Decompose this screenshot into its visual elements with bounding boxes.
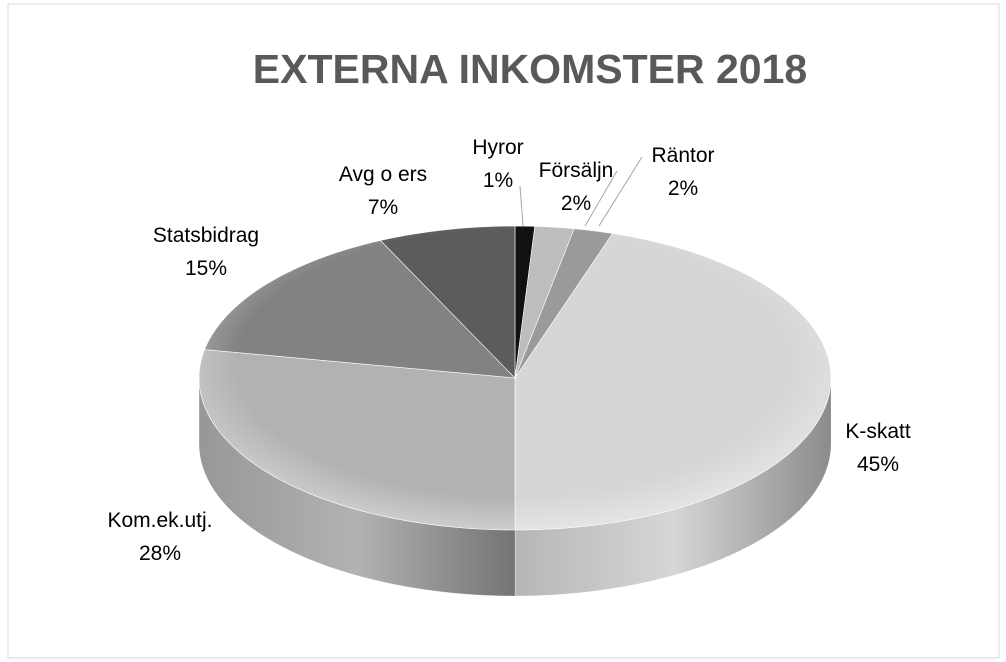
data-label: K-skatt 45% xyxy=(845,420,911,476)
data-label-value: 1% xyxy=(483,169,513,192)
data-label-name: Kom.ek.utj. xyxy=(107,509,212,532)
leader-line xyxy=(584,170,618,227)
data-label-name: Statsbidrag xyxy=(153,224,259,247)
data-label: Avg o ers 7% xyxy=(339,163,427,219)
slice-side-shade xyxy=(199,378,515,596)
data-label-value: 15% xyxy=(185,257,227,280)
slice-side-shade xyxy=(515,378,831,596)
leader-line xyxy=(598,156,643,227)
data-label-value: 28% xyxy=(139,542,181,565)
data-label-name: Försäljn xyxy=(539,159,614,182)
data-label: Statsbidrag 15% xyxy=(153,224,259,280)
data-label-name: Avg o ers xyxy=(339,163,427,186)
data-label-name: Hyror xyxy=(472,136,523,159)
slice-highlight xyxy=(199,226,831,530)
chart-title: EXTERNA INKOMSTER 2018 xyxy=(253,46,807,92)
data-label: Kom.ek.utj. 28% xyxy=(107,509,212,565)
data-label-value: 2% xyxy=(561,192,591,215)
data-label-name: K-skatt xyxy=(845,420,911,443)
data-label-value: 2% xyxy=(668,177,698,200)
data-label-name: Räntor xyxy=(651,144,714,167)
data-label-value: 45% xyxy=(857,453,899,476)
data-label-value: 7% xyxy=(368,196,398,219)
data-label: Räntor 2% xyxy=(651,144,714,200)
data-label: Försäljn 2% xyxy=(539,159,614,215)
data-label: Hyror 1% xyxy=(472,136,523,192)
leader-line xyxy=(519,185,524,227)
